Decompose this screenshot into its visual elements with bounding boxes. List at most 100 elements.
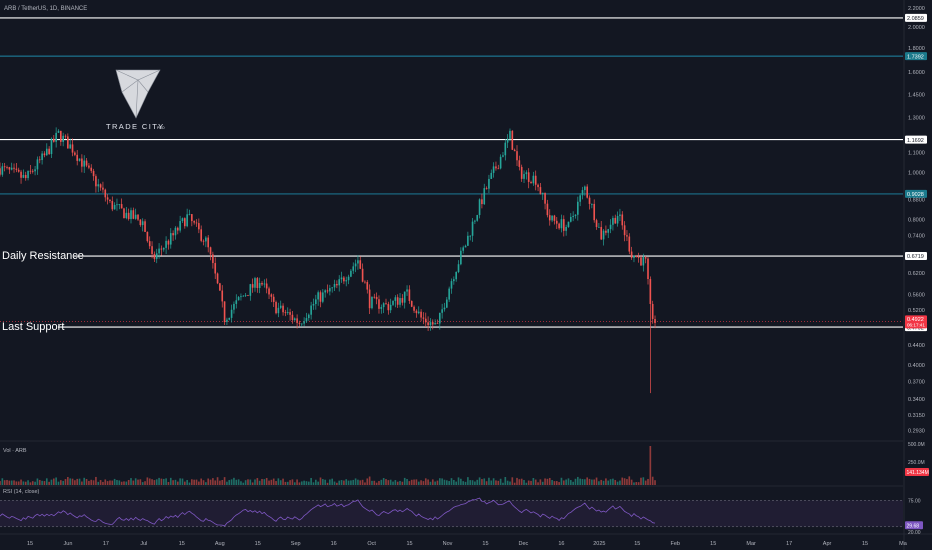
candle-body — [191, 214, 193, 222]
volume-bar — [366, 478, 369, 485]
candle-body — [317, 292, 319, 300]
candle-body — [279, 305, 282, 308]
price-axis[interactable]: 2.08591.73921.16920.90280.67190.47922.20… — [905, 6, 927, 434]
level-tag-l0902[interactable] — [905, 189, 927, 198]
candle-body — [565, 226, 567, 231]
volume-bar — [469, 480, 472, 485]
candle-body — [389, 304, 392, 311]
volume-bar — [462, 481, 465, 485]
volume-bar — [488, 477, 490, 485]
volume-bar — [251, 482, 254, 485]
time-axis-label: 15 — [710, 541, 716, 547]
candle-body — [207, 237, 210, 248]
candle-body — [235, 300, 238, 304]
volume-bar — [378, 481, 380, 485]
candle-body — [195, 222, 198, 224]
price-tick-label: 0.8000 — [908, 217, 925, 223]
volume-bar — [186, 479, 188, 485]
current-price-text: 0.4922 — [907, 317, 924, 323]
volume-bar — [453, 479, 455, 485]
volume-bar — [268, 480, 270, 485]
candle-body — [64, 135, 67, 137]
candle-body — [336, 283, 338, 286]
rsi-pane-label: RSI (14, close) — [3, 489, 40, 495]
volume-bar — [48, 481, 50, 485]
volume-bar — [368, 476, 371, 485]
candle-body — [85, 160, 88, 166]
candle-body — [15, 168, 18, 170]
volume-bar — [410, 479, 413, 485]
volume-bar — [523, 480, 525, 485]
candle-body — [275, 301, 277, 314]
volume-bar — [69, 478, 72, 485]
level-tag-l1739[interactable] — [905, 52, 927, 61]
last-support-label: Last Support — [2, 321, 64, 333]
logo-diamond-icon — [115, 69, 161, 119]
volume-bar — [602, 480, 605, 485]
candle-body — [209, 247, 212, 255]
candle-body — [438, 312, 441, 324]
time-axis-label: Feb — [671, 541, 680, 547]
rsi-last-tag[interactable] — [905, 521, 923, 530]
level-tag-l1169[interactable] — [905, 135, 927, 144]
volume-bar — [254, 479, 256, 485]
candle-body — [31, 170, 34, 172]
candle-body — [443, 307, 446, 310]
candle-body — [57, 130, 60, 133]
candle-body — [483, 188, 486, 205]
candle-body — [83, 160, 86, 167]
candle-body — [223, 301, 226, 322]
volume-bar — [6, 479, 8, 485]
volume-last-tag[interactable] — [905, 468, 929, 476]
volume-bar — [413, 479, 415, 485]
current-price-tag[interactable] — [905, 315, 927, 329]
candle-body — [258, 282, 261, 288]
volume-bar — [443, 479, 446, 485]
candle-body — [81, 158, 83, 167]
price-tick-label: 0.3700 — [908, 379, 925, 385]
candle-body — [160, 248, 163, 250]
volume-bar — [371, 480, 373, 485]
volume-bar — [85, 479, 88, 485]
volume-bar — [623, 478, 626, 485]
volume-bar — [20, 479, 22, 485]
candle-body — [27, 170, 29, 179]
time-axis[interactable]: 15 Jun 17 Jul 15 Aug 15 Sep 16 Oct 15 Nov 15 Dec 16 202… — [27, 541, 908, 547]
candle-body — [265, 283, 268, 289]
volume-bar — [392, 481, 394, 485]
candle-body — [600, 226, 603, 240]
volume-bar — [511, 477, 514, 485]
candle-body — [598, 226, 600, 228]
candle-body — [286, 312, 289, 313]
volume-bar — [572, 481, 574, 485]
volume-bar — [43, 481, 46, 485]
volume-bar — [99, 480, 102, 485]
candle-body — [34, 169, 36, 172]
candle-body — [22, 174, 25, 178]
volume-bar — [111, 480, 114, 485]
candle-body — [293, 318, 296, 321]
level-tag-l0671[interactable] — [905, 252, 927, 261]
time-axis-label: 16 — [331, 541, 337, 547]
volume-bar — [263, 479, 266, 485]
volume-bar — [385, 479, 387, 485]
time-axis-label: 15 — [179, 541, 185, 547]
price-tick-label: 0.3400 — [908, 397, 925, 403]
level-tag-l2085[interactable] — [905, 13, 927, 22]
volume-bar — [314, 479, 317, 485]
candle-body — [626, 235, 628, 237]
candle-body — [212, 254, 214, 264]
candle-body — [392, 300, 394, 305]
volume-bar — [553, 481, 556, 485]
candle-body — [29, 170, 32, 172]
volume-bar — [345, 479, 348, 485]
volume-bar — [167, 481, 170, 485]
volume-bar — [256, 478, 259, 485]
candle-body — [637, 257, 640, 258]
candle-body — [113, 204, 116, 210]
candle-body — [453, 279, 455, 282]
candle-body — [495, 166, 497, 169]
candle-body — [272, 296, 275, 302]
volume-bar — [446, 480, 448, 485]
